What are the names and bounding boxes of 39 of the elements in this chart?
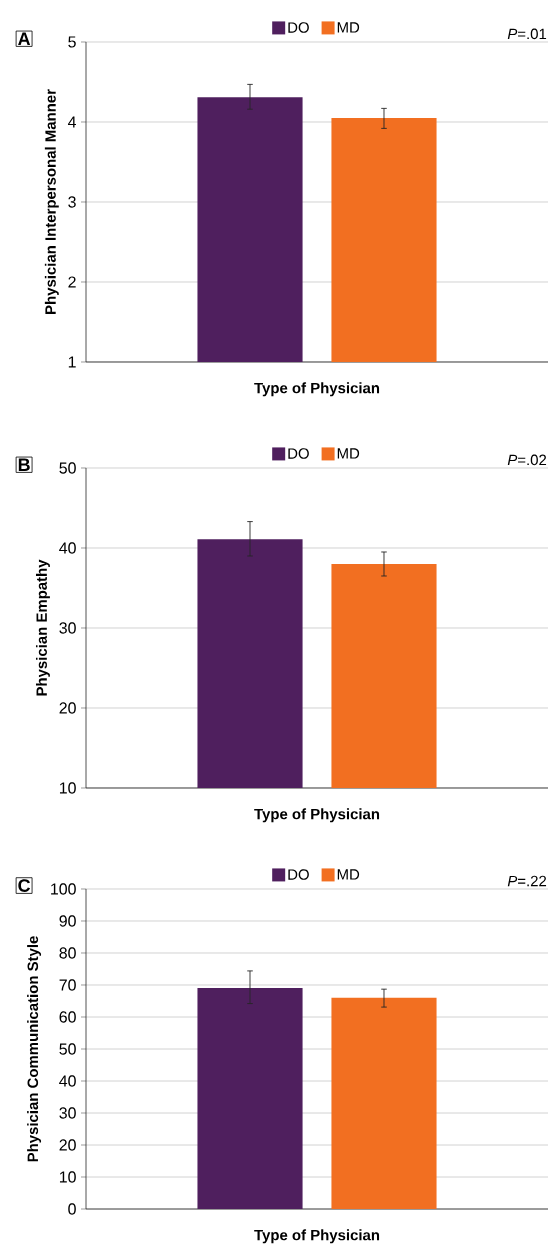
y-tick-label: 50 <box>59 1043 76 1055</box>
y-axis-title: Physician Interpersonal Manner <box>44 89 59 314</box>
y-tick-label: 30 <box>59 1107 76 1119</box>
y-tick-label: 10 <box>59 782 76 794</box>
x-axis-title: Type of Physician <box>254 1229 380 1244</box>
text: B <box>18 458 30 471</box>
legend-label: MD <box>337 448 360 459</box>
legend-label: DO <box>288 448 309 459</box>
y-tick-label: 50 <box>59 462 76 474</box>
y-tick-label: 0 <box>68 1203 76 1215</box>
legend-label: MD <box>337 869 360 880</box>
text: P=.01 <box>507 28 547 40</box>
y-tick-label: 4 <box>67 116 77 128</box>
y-tick-label: 90 <box>59 915 76 927</box>
text: P=.22 <box>507 875 547 887</box>
y-tick-label: 3 <box>68 196 76 208</box>
y-tick-label: 20 <box>59 702 76 714</box>
y-tick-label: 2 <box>68 276 76 288</box>
y-axis-title: Physician Communication Style <box>27 936 42 1162</box>
y-tick-label: 40 <box>59 1075 76 1087</box>
y-tick-label: 10 <box>59 1171 76 1183</box>
text: A <box>18 32 31 45</box>
legend-label: DO <box>288 22 309 33</box>
legend-label: DO <box>288 869 309 880</box>
text: P=.02 <box>507 454 547 466</box>
y-tick-label: 80 <box>59 947 76 959</box>
y-axis-title: Physician Empathy <box>35 559 50 696</box>
y-tick-label: 5 <box>68 36 76 48</box>
text: C <box>18 879 31 892</box>
x-axis-title: Type of Physician <box>254 382 380 397</box>
y-tick-label: 40 <box>59 542 76 554</box>
y-tick-label: 1 <box>68 356 76 368</box>
x-axis-title: Type of Physician <box>254 808 380 823</box>
y-tick-label: 70 <box>59 979 76 991</box>
legend-label: MD <box>337 22 360 33</box>
y-tick-label: 60 <box>59 1011 76 1023</box>
y-tick-label: 100 <box>51 883 76 895</box>
y-tick-label: 30 <box>59 622 76 634</box>
y-tick-label: 20 <box>59 1139 76 1151</box>
